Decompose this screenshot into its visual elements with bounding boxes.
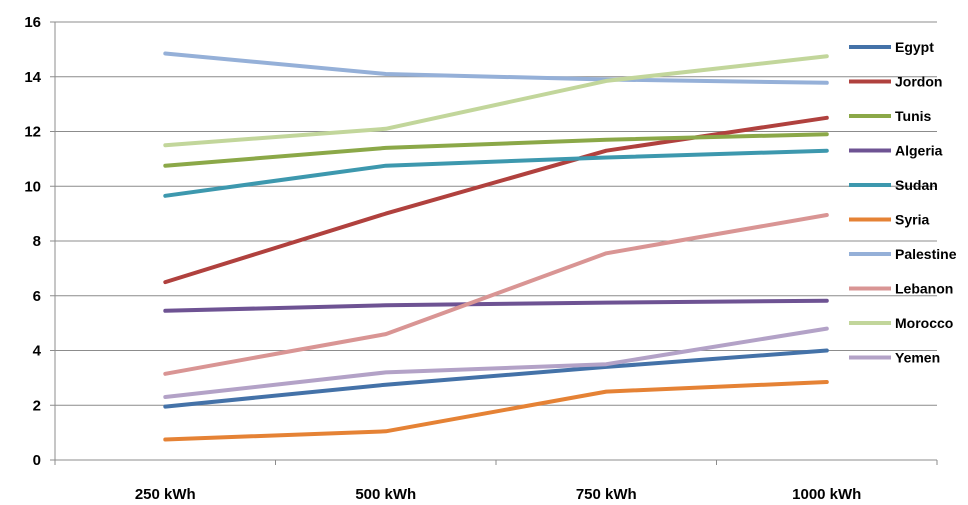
series-line-syria <box>163 380 829 442</box>
y-axis-ticks: 0 2 4 6 8 10 12 14 16 <box>24 14 55 469</box>
y-tick-label: 0 <box>33 452 41 469</box>
x-tick-label: 250 kWh <box>135 486 196 503</box>
series-lines <box>163 51 829 442</box>
series-line-yemen <box>163 326 829 399</box>
legend-label-yemen: Yemen <box>895 350 940 366</box>
series-line-sudan <box>163 148 829 198</box>
y-tick-label: 4 <box>33 343 42 360</box>
y-tick-label: 8 <box>33 233 41 250</box>
legend-label-jordon: Jordon <box>895 74 942 90</box>
series-line-algeria <box>163 298 829 313</box>
y-tick-label: 10 <box>24 178 41 195</box>
y-tick-label: 16 <box>24 14 41 31</box>
x-tick-label: 1000 kWh <box>792 486 861 503</box>
legend-label-tunis: Tunis <box>895 108 932 124</box>
x-axis-ticks: 250 kWh 500 kWh 750 kWh 1000 kWh <box>54 460 938 503</box>
legend-label-lebanon: Lebanon <box>895 281 953 297</box>
series-line-jordon <box>163 115 829 285</box>
x-tick-label: 750 kWh <box>576 486 637 503</box>
legend-label-egypt: Egypt <box>895 39 934 55</box>
series-line-palestine <box>163 51 829 85</box>
legend-label-palestine: Palestine <box>895 246 957 262</box>
y-tick-label: 2 <box>33 397 41 414</box>
legend: Egypt Jordon Tunis Algeria Sudan Syria Palesti… <box>849 39 957 366</box>
legend-label-morocco: Morocco <box>895 315 953 331</box>
series-line-tunis <box>163 132 829 168</box>
series-line-morocco <box>163 54 829 148</box>
y-tick-label: 14 <box>24 69 41 86</box>
x-tick-label: 500 kWh <box>355 486 416 503</box>
series-line-egypt <box>163 348 829 409</box>
y-tick-label: 12 <box>24 124 41 141</box>
y-tick-label: 6 <box>33 288 41 305</box>
series-line-lebanon <box>163 213 829 376</box>
legend-label-algeria: Algeria <box>895 143 943 159</box>
legend-label-syria: Syria <box>895 212 929 228</box>
gridlines <box>55 21 937 406</box>
legend-label-sudan: Sudan <box>895 177 938 193</box>
